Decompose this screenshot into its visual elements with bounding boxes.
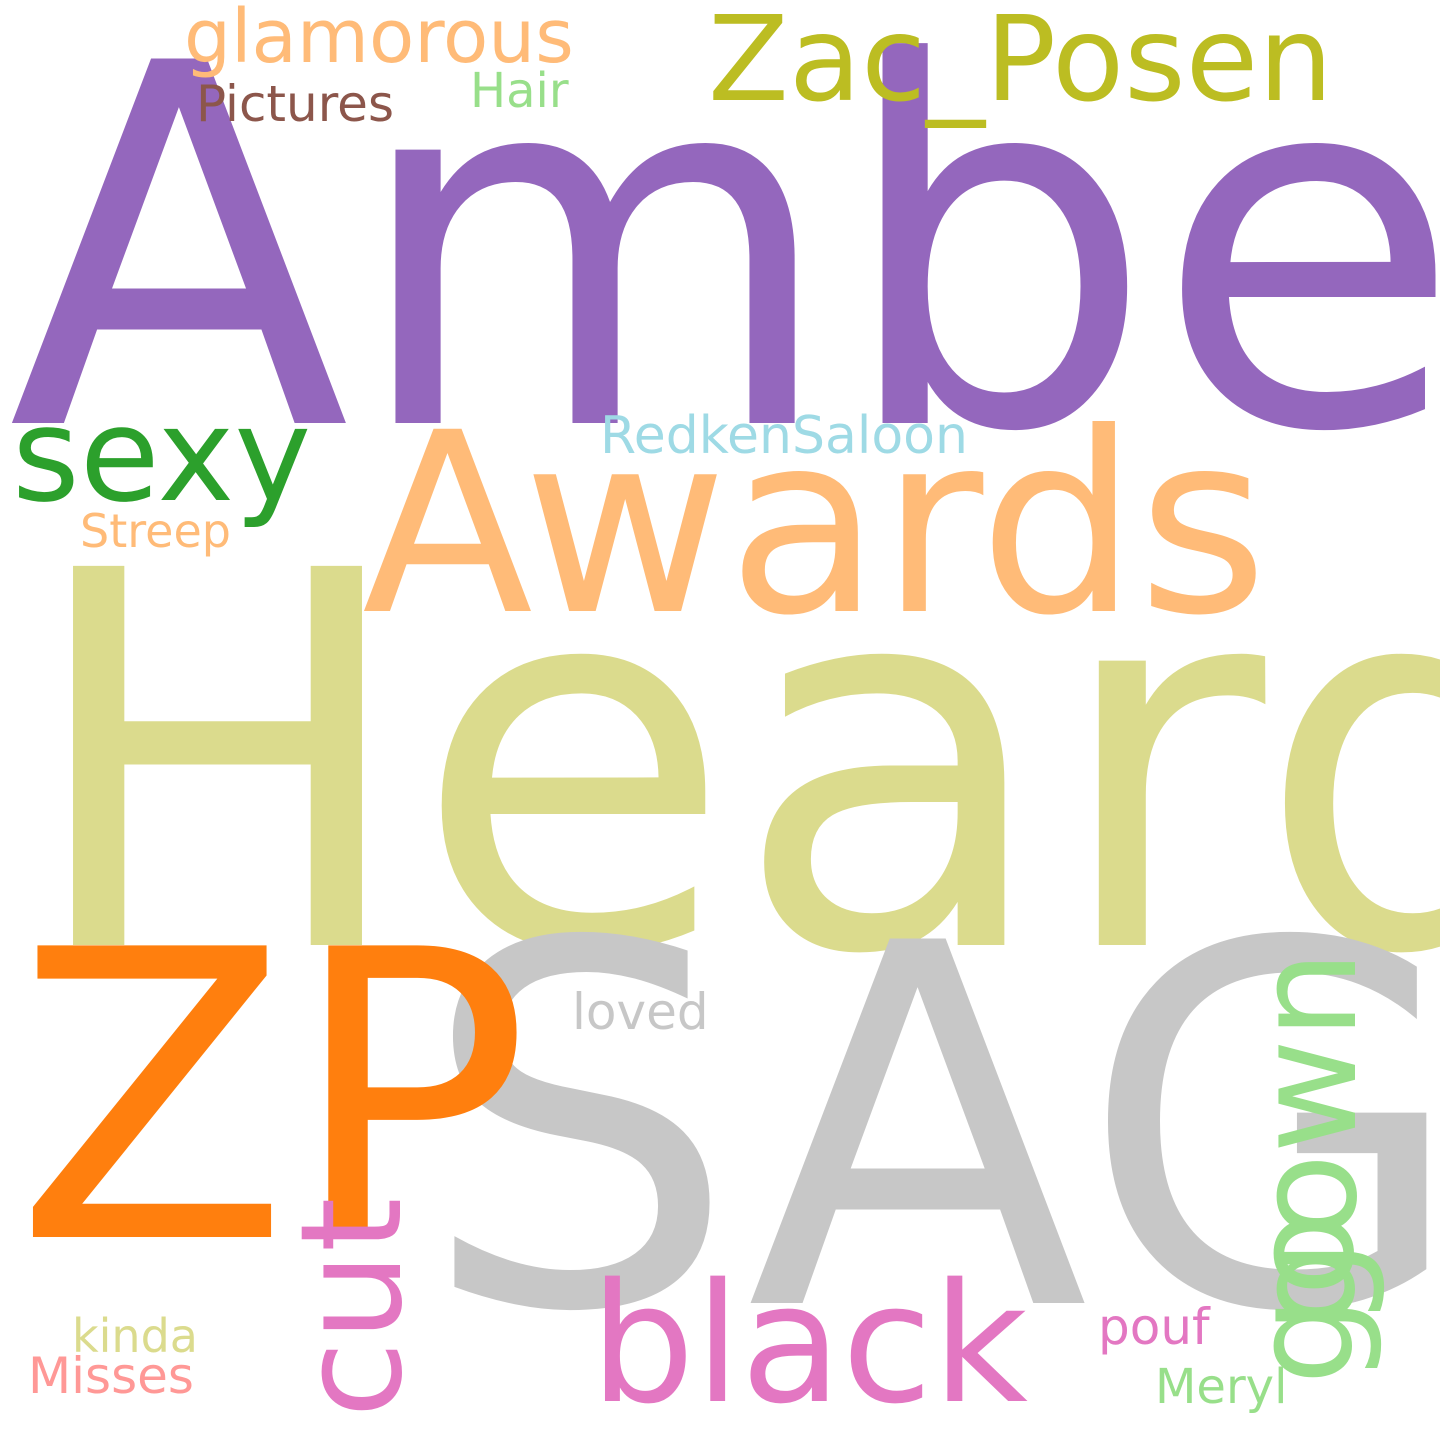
word-sexy: sexy — [12, 379, 312, 531]
word-streep: Streep — [80, 504, 231, 558]
word-zac-posen: Zac_Posen — [708, 0, 1334, 128]
word-kinda: kinda — [72, 1309, 198, 1363]
word-glamorous: glamorous — [184, 0, 574, 80]
word-misses: Misses — [28, 1347, 194, 1405]
word-zp: ZP — [15, 867, 531, 1332]
word-cut: cut — [271, 1197, 434, 1418]
word-loved: loved — [572, 983, 709, 1041]
word-hair: Hair — [470, 63, 569, 119]
word-amber: Amber — [8, 0, 1440, 541]
word-awards: Awards — [362, 379, 1268, 670]
word-heard: Heard — [22, 462, 1440, 1068]
word-pouf: pouf — [1098, 1298, 1210, 1356]
word-black: black — [590, 1248, 1028, 1440]
word-pictures: Pictures — [196, 75, 394, 133]
word-redkensaloon: RedkenSaloon — [600, 406, 968, 466]
word-go: go — [1223, 1210, 1386, 1385]
word-meryl: Meryl — [1155, 1359, 1288, 1415]
word-sag: SAG — [420, 839, 1440, 1421]
